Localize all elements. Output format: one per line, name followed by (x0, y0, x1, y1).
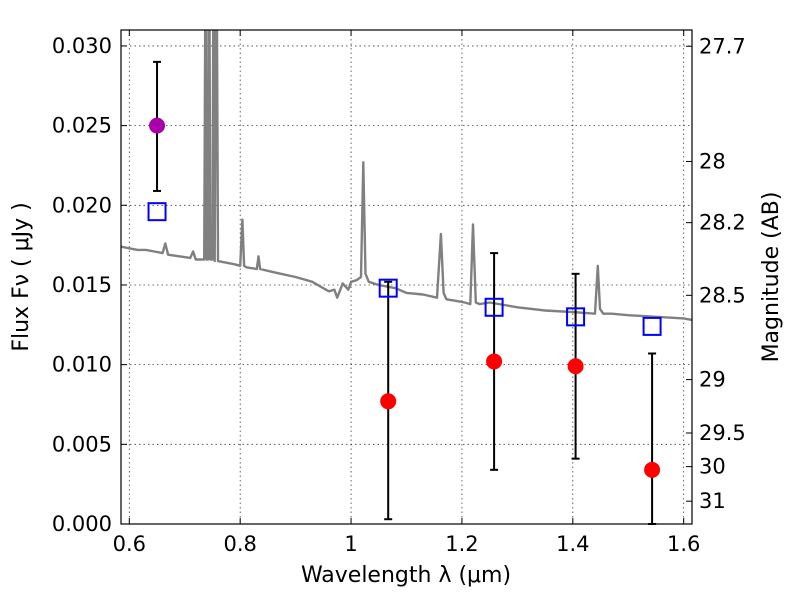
model-square-point (566, 307, 586, 327)
model-square-point (484, 297, 504, 317)
data-marks (147, 60, 662, 525)
y2-tick-label: 28.2 (699, 211, 746, 235)
y-tick-label: 0.000 (52, 512, 112, 536)
y-tick-label: 0.015 (52, 273, 112, 297)
x-tick-label: 0.8 (223, 532, 256, 556)
y2-tick-label: 28.5 (699, 283, 746, 307)
plot-frame (120, 29, 693, 525)
y2-tick-label: 31 (699, 489, 726, 513)
x-axis-label: Wavelength λ (μm) (301, 563, 511, 588)
y2-tick-label: 28 (699, 149, 726, 173)
y-tick-label: 0.020 (52, 193, 112, 217)
x-tick-label: 1.4 (556, 532, 589, 556)
y2-tick-label: 29.5 (699, 421, 746, 445)
observed-point (567, 358, 584, 375)
observed-point (380, 393, 397, 410)
axis-ticks: 0.6 0.8 1 1.2 1.4 1.6 0.000 0.005 0.010 0.015 0.02… (52, 30, 746, 556)
x-tick-label: 1.2 (445, 532, 478, 556)
y2-tick-label: 30 (699, 455, 726, 479)
observed-point (149, 117, 166, 134)
x-tick-label: 0.6 (113, 532, 146, 556)
observed-point (644, 461, 661, 478)
spectrum-layer (121, 30, 692, 322)
model-square-point (642, 316, 662, 336)
y2-tick-label: 27.7 (699, 34, 746, 58)
y-tick-label: 0.030 (52, 34, 112, 58)
y2-axis-label: Magnitude (AB) (759, 192, 784, 363)
x-tick-label: 1 (344, 532, 357, 556)
y-tick-label: 0.005 (52, 432, 112, 456)
x-tick-label: 1.6 (667, 532, 700, 556)
model-square-point (378, 278, 398, 298)
observed-point (486, 353, 503, 370)
model-square-point (147, 202, 167, 222)
y-tick-label: 0.025 (52, 114, 112, 138)
y-tick-label: 0.010 (52, 353, 112, 377)
y-axis-label: Flux Fν ( μJy ) (9, 202, 34, 351)
spectrum-line (121, 30, 692, 322)
y2-tick-label: 29 (699, 368, 726, 392)
